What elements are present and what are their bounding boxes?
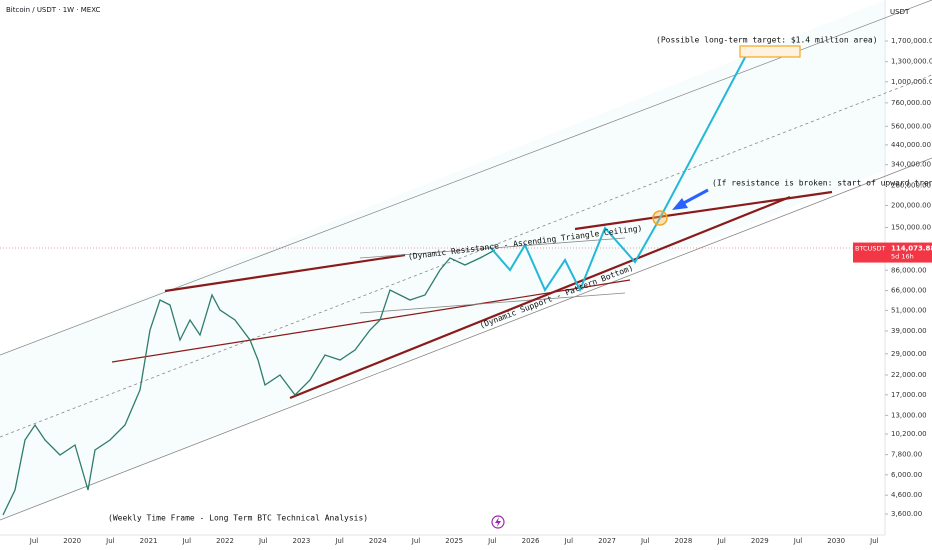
y-tick-label: 760,000.00 [891, 99, 931, 107]
icon [495, 517, 501, 527]
x-tick-label: 2023 [292, 537, 310, 545]
trend-line [359, 292, 626, 314]
arrow-head [672, 198, 688, 210]
price-tag [853, 242, 932, 263]
y-tick-label: 1,700,000.00 [891, 37, 932, 45]
x-tick-label: 2025 [445, 537, 463, 545]
x-tick-label: Jul [487, 537, 497, 545]
x-tick-label: Jul [869, 537, 879, 545]
y-tick-label: 200,000.00 [891, 201, 931, 209]
y-tick-label: 7,800.00 [891, 451, 922, 459]
channel-fill [0, 0, 885, 520]
x-tick-label: 2022 [216, 537, 234, 545]
annotation: (Weekly Time Frame - Long Term BTC Techn… [108, 514, 368, 523]
support-line [289, 195, 791, 400]
y-tick-label: 86,000.00 [891, 266, 927, 274]
y-tick-label: 4,600.00 [891, 491, 922, 499]
y-tick-label: 66,000.00 [891, 287, 927, 295]
x-tick-label: Jul [105, 537, 115, 545]
x-tick-label: Jul [716, 537, 726, 545]
projection-path [489, 47, 751, 293]
annotation: (Possible long-term target: $1.4 million… [656, 36, 878, 45]
y-tick-label: 340,000.00 [891, 161, 931, 169]
x-tick-label: 2028 [674, 537, 692, 545]
y-tick-label: 150,000.00 [891, 224, 931, 232]
x-tick-label: 2021 [140, 537, 158, 545]
price-history [2, 249, 496, 516]
annotation: (If resistance is broken: start of upwar… [712, 179, 932, 188]
channel-upper [0, 0, 932, 356]
countdown: 5d 16h [891, 253, 914, 261]
y-tick-label: 29,000.00 [891, 350, 927, 358]
currency: USDT [890, 8, 910, 16]
x-tick-label: Jul [29, 537, 39, 545]
icon[interactable] [491, 515, 505, 529]
y-tick-label: 17,000.00 [891, 391, 927, 399]
trend-line [359, 237, 626, 259]
breakout-marker [652, 210, 668, 226]
x-tick-label: 2027 [598, 537, 616, 545]
x-tick-label: Jul [793, 537, 803, 545]
x-tick-label: Jul [411, 537, 421, 545]
y-tick-label: 260,000.00 [891, 181, 931, 189]
x-tick-label: Jul [640, 537, 650, 545]
y-tick-label: 1,300,000.00 [891, 58, 932, 66]
symbol-title: Bitcoin / USDT · 1W · MEXC [6, 6, 101, 14]
x-tick-label: Jul [182, 537, 192, 545]
y-tick-label: 13,000.00 [891, 411, 927, 419]
trend-line [111, 279, 631, 363]
x-tick-label: 2026 [522, 537, 540, 545]
x-tick-label: Jul [334, 537, 344, 545]
x-tick-label: 2030 [827, 537, 845, 545]
y-tick-label: 51,000.00 [891, 306, 927, 314]
price-value: 114,073.88 [891, 245, 932, 253]
x-tick-label: 2024 [369, 537, 387, 545]
y-tick-label: 440,000.00 [891, 141, 931, 149]
y-tick-label: 560,000.00 [891, 122, 931, 130]
x-tick-label: Jul [564, 537, 574, 545]
y-tick-label: 6,000.00 [891, 471, 922, 479]
y-tick-label: 3,600.00 [891, 510, 922, 518]
x-tick-label: 2029 [751, 537, 769, 545]
target-box [739, 45, 801, 58]
y-tick-label: 39,000.00 [891, 327, 927, 335]
price-symbol: BTCUSDT [855, 245, 885, 253]
y-tick-label: 1,000,000.00 [891, 78, 932, 86]
y-tick-label: 22,000.00 [891, 371, 927, 379]
x-tick-label: 2020 [63, 537, 81, 545]
channel-lower [0, 157, 932, 521]
x-tick-label: Jul [258, 537, 268, 545]
resistance-line [164, 253, 406, 293]
y-tick-label: 10,200.00 [891, 430, 927, 438]
channel-mid [0, 74, 932, 438]
